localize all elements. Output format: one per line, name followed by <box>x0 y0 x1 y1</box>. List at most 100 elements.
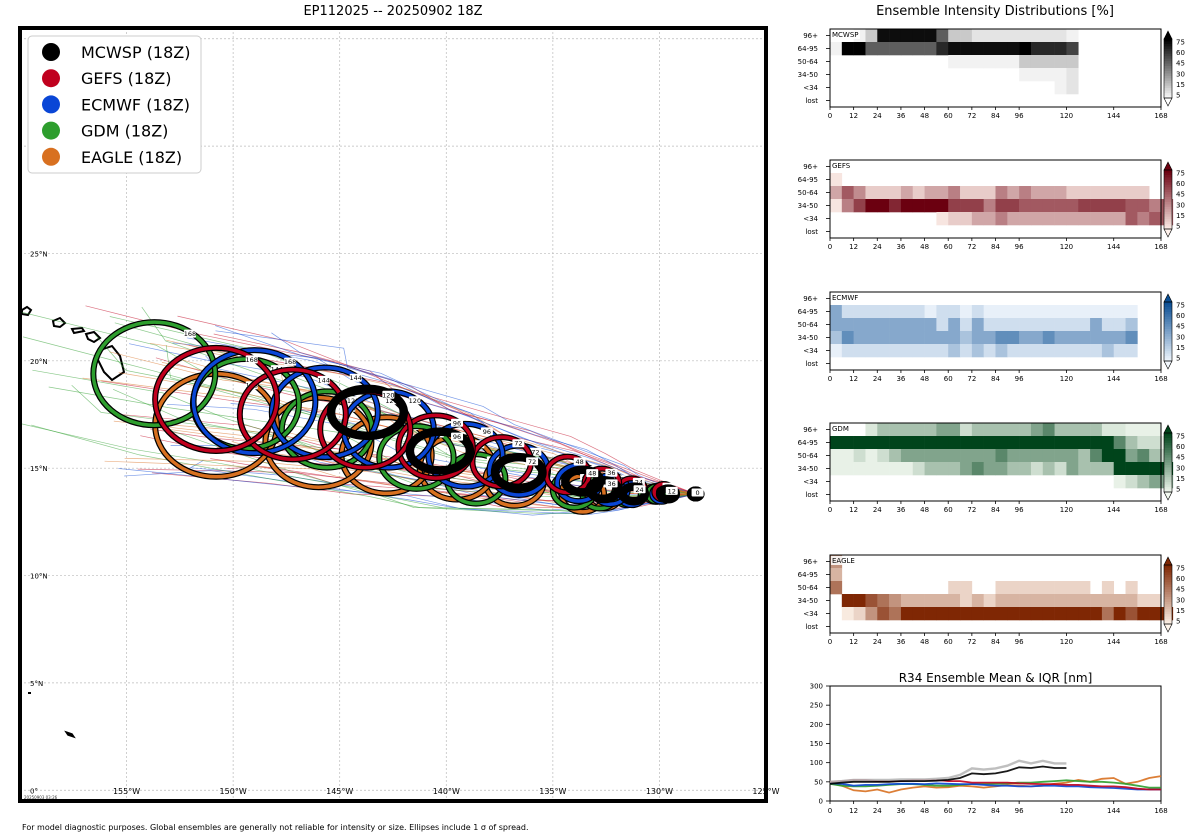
colorbar-step <box>1164 321 1172 325</box>
heat-cell <box>936 449 949 463</box>
heat-cell <box>948 55 961 69</box>
heat-cell <box>900 29 914 43</box>
lead-hour-label: 36 <box>607 480 615 488</box>
heat-cell <box>960 318 973 332</box>
colorbar-step <box>1164 442 1172 446</box>
heat-cell <box>841 449 854 463</box>
legend-marker-3 <box>42 121 60 140</box>
colorbar-step <box>1164 460 1172 463</box>
heat-cell <box>1125 199 1138 213</box>
heat-cell <box>1078 423 1091 437</box>
x-tick-label: 96 <box>1015 506 1024 514</box>
heat-cell <box>865 305 878 319</box>
heat-cell <box>1019 449 1032 463</box>
x-tick-label: 60 <box>944 112 953 120</box>
heat-cell <box>936 212 949 226</box>
heat-cell <box>830 331 843 345</box>
heat-cell <box>960 607 973 621</box>
panel-gdm: 96+ 64-95 50-64 34-50 <34 lost GDM 0 12 24 36 48 60 7… <box>798 422 1185 514</box>
member-track <box>150 342 696 495</box>
map-legend[interactable]: MCWSP (18Z) GEFS (18Z) ECMWF (18Z) GDM (18Z… <box>27 35 202 174</box>
heat-cell <box>960 581 973 595</box>
heat-cell <box>995 186 1008 200</box>
heat-cell <box>1042 55 1055 69</box>
heat-cell <box>853 594 866 608</box>
heat-cell <box>1149 449 1162 463</box>
heat-cell <box>1019 68 1032 82</box>
heat-cell <box>841 436 854 450</box>
lead-label-box <box>605 479 618 488</box>
heat-cell <box>1019 212 1032 226</box>
heat-cell <box>889 607 902 621</box>
heat-cell <box>1019 423 1032 437</box>
lead-label-box <box>451 418 464 427</box>
legend-marker-4 <box>42 147 60 166</box>
heat-cell <box>1090 199 1103 213</box>
colorbar-step <box>1164 85 1172 89</box>
lead-hour-label: 144 <box>349 374 361 382</box>
heat-cell <box>995 55 1008 69</box>
heat-cell <box>1054 607 1067 621</box>
heat-cell <box>1030 423 1044 437</box>
heat-cell <box>841 331 854 345</box>
row-label: 34-50 <box>798 334 818 342</box>
heat-cell <box>865 423 878 437</box>
colorbar-step <box>1164 579 1172 583</box>
heat-cell <box>830 568 843 582</box>
heat-cell <box>1007 449 1020 463</box>
heat-cell <box>1054 423 1067 437</box>
lat-label: 5°N <box>30 680 43 688</box>
x-tick-label: 24 <box>873 375 882 383</box>
colorbar-step <box>1164 450 1172 454</box>
panel-name-bg <box>831 293 860 302</box>
lat-label: 25°N <box>30 250 48 258</box>
heat-cell <box>1125 475 1138 489</box>
colorbar-tick-label: 45 <box>1176 454 1185 462</box>
row-label: 96+ <box>803 163 818 171</box>
colorbar-step <box>1164 621 1172 625</box>
lead-hour-label: 120 <box>385 397 397 405</box>
colorbar-step <box>1164 93 1172 96</box>
heat-cell <box>936 305 949 319</box>
heat-cell <box>830 318 843 332</box>
heat-cell <box>983 212 996 226</box>
heat-cell <box>995 581 1008 595</box>
track-map[interactable]: 0122436487296120144168012243648729612014… <box>0 26 780 803</box>
heat-cell <box>1066 186 1079 200</box>
x-tick-label: 72 <box>967 506 976 514</box>
heat-cell <box>889 186 902 200</box>
colorbar-step <box>1164 604 1172 608</box>
heat-cell <box>830 581 843 595</box>
heat-cell <box>1149 475 1162 489</box>
heat-cell <box>877 449 890 463</box>
heat-cell <box>1042 212 1055 226</box>
colorbar-step <box>1164 567 1172 571</box>
lead-label-box <box>573 457 586 466</box>
heat-cell <box>1007 212 1020 226</box>
colorbar-step <box>1164 565 1172 568</box>
colorbar-step <box>1164 338 1172 342</box>
heat-cell <box>853 344 866 358</box>
heat-cell <box>877 318 890 332</box>
heat-cell <box>948 581 961 595</box>
footer-note: For model diagnostic purposes. Global en… <box>22 823 529 832</box>
heat-cell <box>1078 199 1091 213</box>
heat-cell <box>1101 462 1115 476</box>
heat-cell <box>1137 212 1150 226</box>
heat-cell <box>924 449 937 463</box>
heat-cell <box>924 186 937 200</box>
lon-label: 125°W <box>752 787 779 796</box>
colorbar-step <box>1164 477 1172 481</box>
heat-cell <box>971 449 984 463</box>
row-label: lost <box>805 491 818 499</box>
heat-cell <box>1042 42 1055 56</box>
heat-cell <box>924 331 937 345</box>
colorbar-step <box>1164 348 1172 352</box>
row-label: 34-50 <box>798 465 818 473</box>
lon-label: 140°W <box>433 787 460 796</box>
x-tick-label: 144 <box>1107 112 1121 120</box>
heat-cell <box>924 29 937 43</box>
heat-cell <box>1066 212 1079 226</box>
row-label: 34-50 <box>798 597 818 605</box>
row-label: 96+ <box>803 558 818 566</box>
